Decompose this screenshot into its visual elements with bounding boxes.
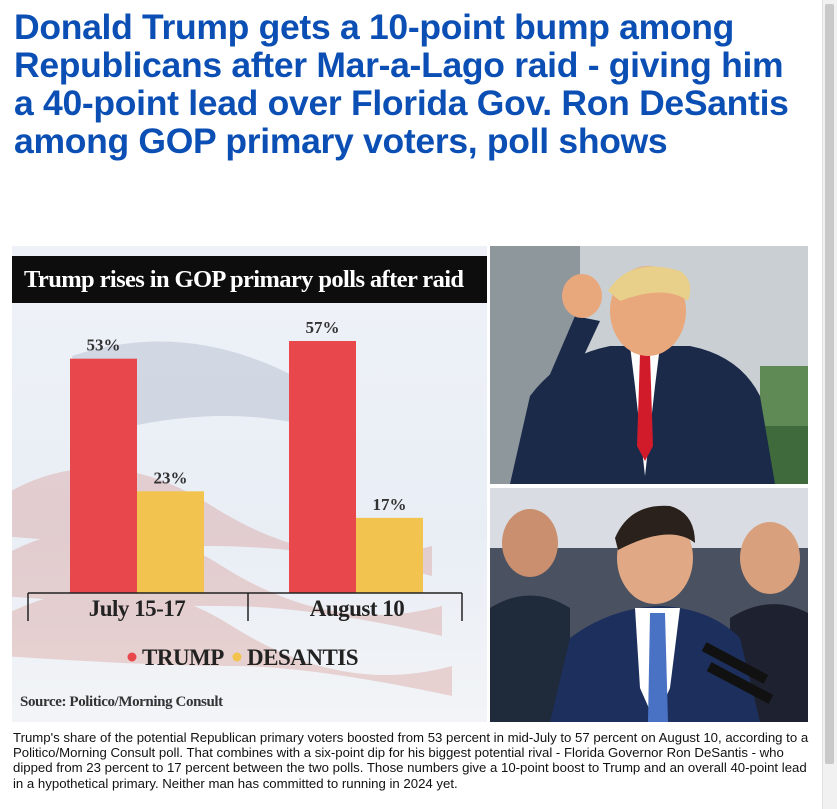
poll-chart: Trump rises in GOP primary polls after r… xyxy=(12,246,487,722)
chart-title: Trump rises in GOP primary polls after r… xyxy=(24,266,464,293)
bar-trump-2 xyxy=(289,341,356,593)
bar-chart: 53% 23% 57% 17% July 15-17 August 10 TRUMP DESA… xyxy=(20,318,463,710)
legend-label-trump: TRUMP xyxy=(142,645,224,670)
data-label-trump-2: 57% xyxy=(306,318,340,337)
legend-label-desantis: DESANTIS xyxy=(247,645,358,670)
data-label-desantis-1: 23% xyxy=(154,468,188,487)
scrollbar-thumb[interactable] xyxy=(825,4,834,764)
article-figure: Trump rises in GOP primary polls after r… xyxy=(12,246,808,722)
chart-title-bar: Trump rises in GOP primary polls after r… xyxy=(12,256,487,303)
legend-marker-trump xyxy=(127,652,137,662)
article-headline[interactable]: Donald Trump gets a 10-point bump among … xyxy=(14,7,789,161)
x-tick-label-2: August 10 xyxy=(310,596,405,621)
desantis-photo[interactable] xyxy=(490,488,808,722)
photo-caption: Trump's share of the potential Republica… xyxy=(13,730,809,791)
data-label-trump-1: 53% xyxy=(87,336,121,355)
x-tick-label-1: July 15-17 xyxy=(89,596,186,621)
trump-photo[interactable] xyxy=(490,246,808,484)
bar-desantis-1 xyxy=(137,491,204,593)
chart-source: Source: Politico/Morning Consult xyxy=(20,694,223,710)
data-label-desantis-2: 17% xyxy=(373,495,407,514)
bar-desantis-2 xyxy=(356,517,423,593)
bar-trump-1 xyxy=(70,358,137,593)
legend-marker-desantis xyxy=(232,652,242,662)
